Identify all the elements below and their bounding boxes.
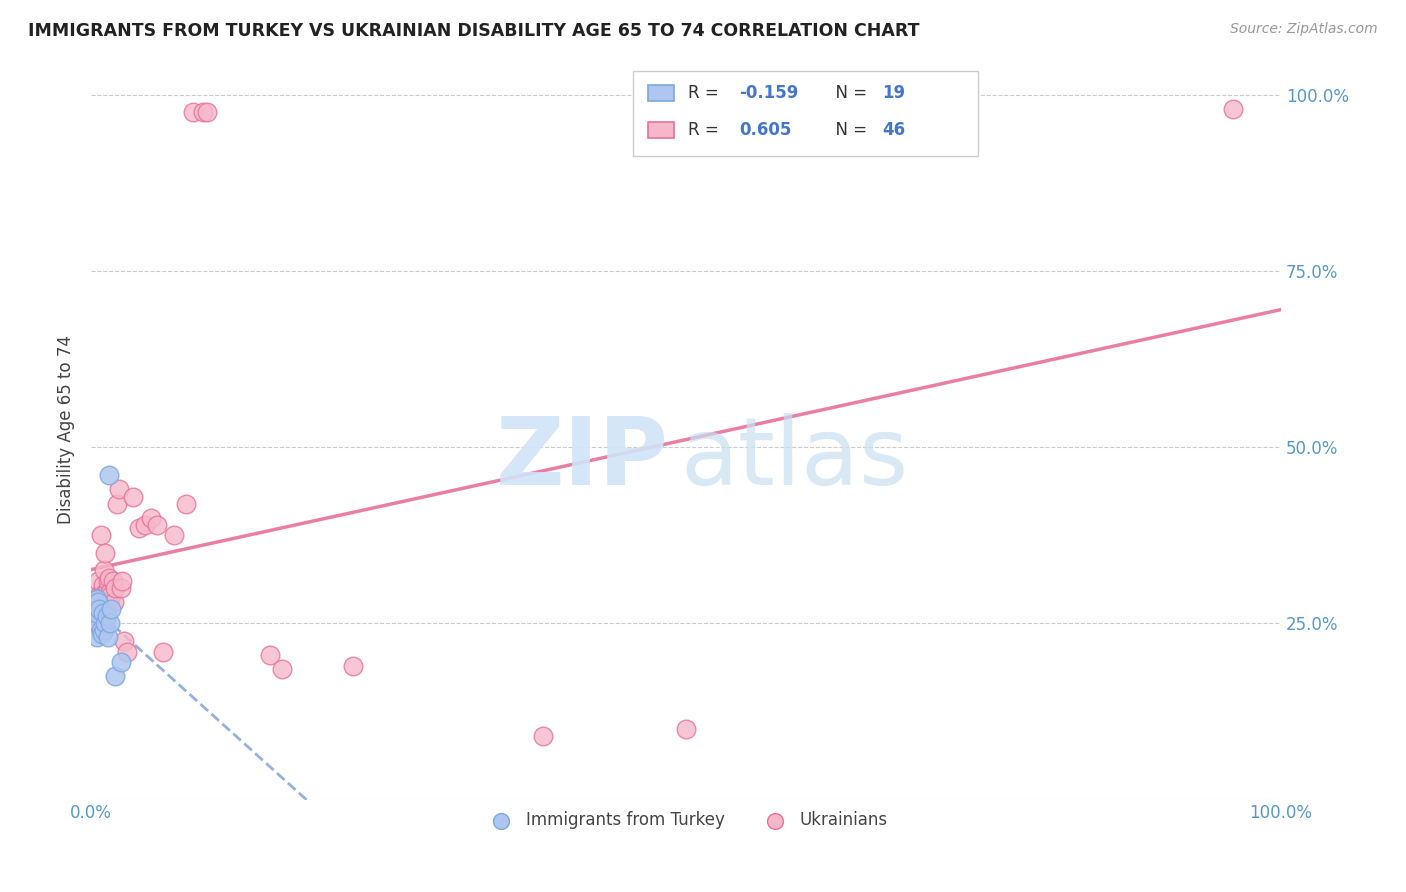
Text: 19: 19 (883, 84, 905, 102)
FancyBboxPatch shape (648, 85, 673, 101)
Point (97, 581, 120, 595)
Point (86, 591, 108, 606)
Point (83, 606, 105, 620)
Point (104, 581, 127, 595)
Point (110, 655, 132, 669)
Point (91, 577, 114, 591)
Point (139, 510, 162, 524)
Point (97, 631, 120, 645)
Point (96, 588, 118, 602)
Point (111, 574, 134, 588)
Point (675, 722, 697, 736)
Text: N =: N = (825, 121, 873, 139)
Point (183, 105, 205, 120)
Point (96, 609, 118, 624)
Point (91, 588, 114, 602)
Y-axis label: Disability Age 65 to 74: Disability Age 65 to 74 (58, 335, 75, 524)
Point (86, 591, 108, 606)
FancyBboxPatch shape (648, 121, 673, 138)
Point (110, 581, 132, 595)
Text: R =: R = (689, 121, 724, 139)
Point (94, 588, 117, 602)
Point (90, 588, 112, 602)
Point (191, 105, 214, 120)
Point (84, 609, 107, 624)
Text: R =: R = (689, 84, 724, 102)
Point (342, 658, 364, 673)
Point (531, 729, 554, 743)
Point (145, 517, 167, 532)
Text: N =: N = (825, 84, 873, 102)
Point (128, 521, 150, 535)
Point (84, 606, 107, 620)
Point (97, 574, 120, 588)
Point (163, 528, 186, 542)
Point (86, 631, 108, 645)
Point (1222, 102, 1244, 116)
Point (91, 606, 114, 620)
Text: Source: ZipAtlas.com: Source: ZipAtlas.com (1230, 22, 1378, 37)
Point (176, 497, 198, 511)
Point (98, 570, 121, 584)
Point (98, 616, 121, 631)
Point (98, 591, 121, 606)
Point (114, 634, 136, 648)
Point (104, 669, 127, 683)
Point (94, 616, 117, 631)
Point (90, 599, 112, 613)
Point (87, 595, 110, 609)
Point (101, 574, 124, 588)
Text: 46: 46 (883, 121, 905, 139)
Point (115, 644, 138, 658)
Point (83, 613, 105, 627)
Text: -0.159: -0.159 (740, 84, 799, 102)
Point (100, 602, 122, 616)
Text: ZIP: ZIP (495, 413, 668, 505)
Point (103, 595, 125, 609)
Point (105, 497, 128, 511)
Text: IMMIGRANTS FROM TURKEY VS UKRAINIAN DISABILITY AGE 65 TO 74 CORRELATION CHART: IMMIGRANTS FROM TURKEY VS UKRAINIAN DISA… (28, 22, 920, 40)
Point (270, 662, 292, 676)
Text: 0.605: 0.605 (740, 121, 792, 139)
Point (98, 468, 121, 483)
Point (89, 602, 111, 616)
Point (107, 483, 129, 497)
Point (83, 602, 105, 616)
Point (93, 624, 115, 638)
Point (195, 105, 218, 120)
Point (121, 490, 143, 504)
Point (90, 624, 112, 638)
Text: atlas: atlas (681, 413, 908, 505)
Point (89, 588, 111, 602)
Point (90, 528, 112, 542)
Point (259, 648, 281, 662)
Point (83, 602, 105, 616)
Point (100, 588, 122, 602)
Point (93, 564, 115, 578)
FancyBboxPatch shape (633, 70, 977, 156)
Point (90, 627, 112, 641)
Legend: Immigrants from Turkey, Ukrainians: Immigrants from Turkey, Ukrainians (478, 805, 894, 836)
Point (134, 517, 156, 532)
Point (87, 574, 110, 588)
Point (96, 599, 118, 613)
Point (87, 595, 110, 609)
Point (98, 584, 121, 599)
Point (94, 546, 117, 560)
Point (152, 644, 174, 658)
